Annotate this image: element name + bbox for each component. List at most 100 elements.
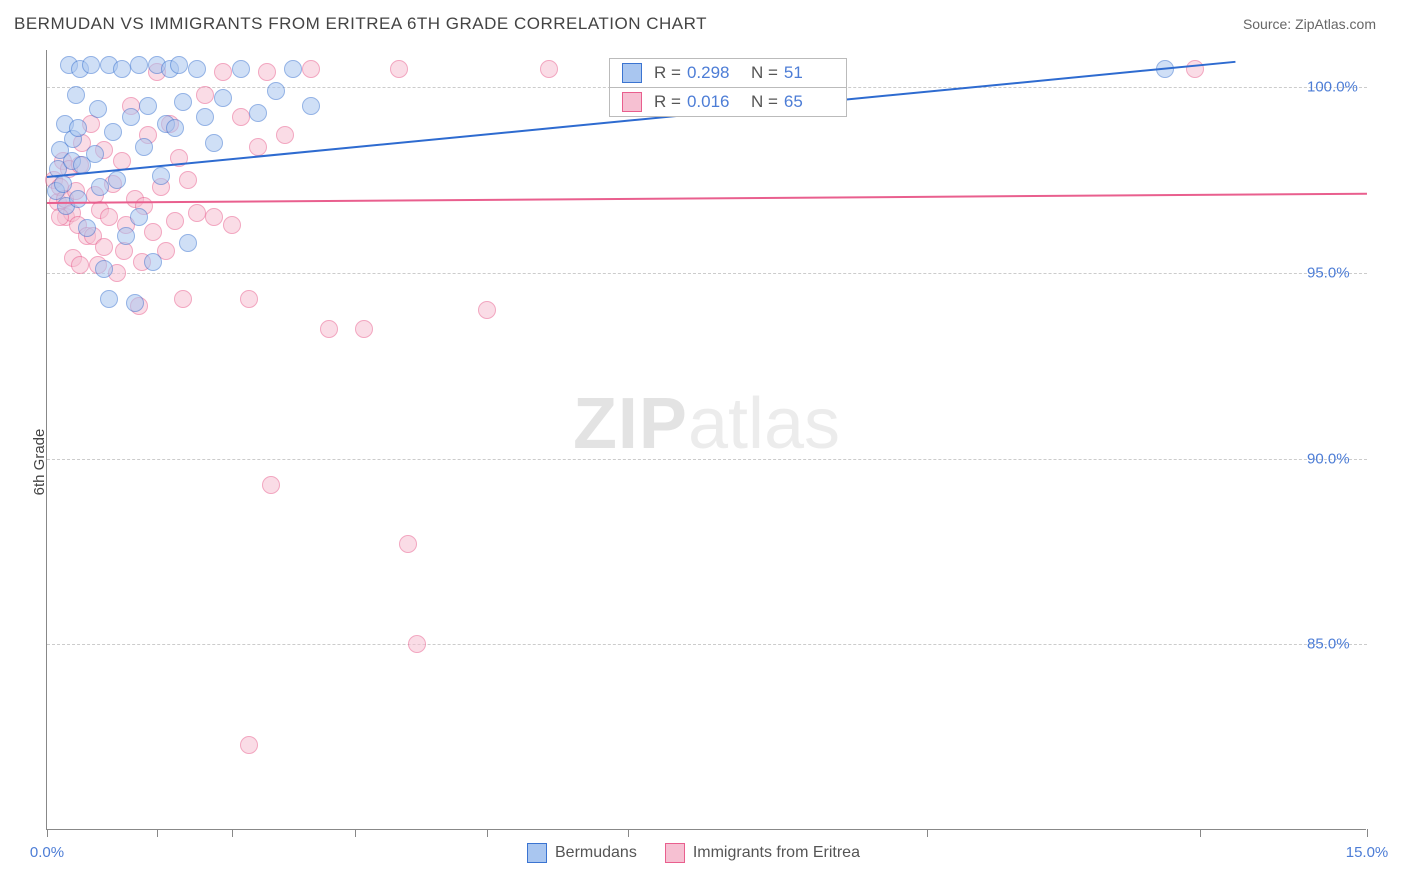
scatter-point [54, 175, 72, 193]
watermark-part1: ZIP [573, 384, 688, 464]
watermark-part2: atlas [688, 384, 840, 464]
scatter-point [188, 60, 206, 78]
legend-n-label: N = [751, 63, 778, 83]
scatter-point [320, 320, 338, 338]
scatter-point [139, 97, 157, 115]
source-attribution: Source: ZipAtlas.com [1243, 16, 1376, 32]
legend-entry: Bermudans [527, 843, 637, 863]
legend-row: R = 0.298 N = 51 [610, 59, 846, 88]
scatter-point [205, 208, 223, 226]
scatter-point [540, 60, 558, 78]
scatter-point [249, 104, 267, 122]
scatter-point [91, 178, 109, 196]
legend-entry: Immigrants from Eritrea [665, 843, 860, 863]
y-tick-label: 100.0% [1307, 79, 1358, 96]
scatter-point [390, 60, 408, 78]
x-tick-label: 0.0% [30, 844, 64, 861]
scatter-point [214, 63, 232, 81]
scatter-point [67, 86, 85, 104]
scatter-point [240, 290, 258, 308]
x-tick [628, 829, 629, 837]
chart-header: BERMUDAN VS IMMIGRANTS FROM ERITREA 6TH … [0, 0, 1406, 42]
legend-n-value: 51 [784, 63, 834, 83]
scatter-point [232, 108, 250, 126]
x-tick [1367, 829, 1368, 837]
legend-swatch [527, 843, 547, 863]
x-tick [157, 829, 158, 837]
scatter-point [117, 227, 135, 245]
scatter-point [130, 208, 148, 226]
scatter-point [284, 60, 302, 78]
scatter-point [104, 123, 122, 141]
source-prefix: Source: [1243, 16, 1295, 32]
x-tick [1200, 829, 1201, 837]
legend-r-value: 0.298 [687, 63, 737, 83]
gridline-h [47, 644, 1367, 645]
scatter-point [71, 256, 89, 274]
scatter-point [240, 736, 258, 754]
scatter-point [179, 234, 197, 252]
plot-area: ZIPatlas 85.0%90.0%95.0%100.0%0.0%15.0%R… [46, 50, 1366, 830]
scatter-point [478, 301, 496, 319]
scatter-point [78, 219, 96, 237]
chart-container: 6th Grade ZIPatlas 85.0%90.0%95.0%100.0%… [0, 42, 1406, 882]
scatter-point [174, 290, 192, 308]
legend-row: R = 0.016 N = 65 [610, 88, 846, 116]
scatter-point [355, 320, 373, 338]
scatter-point [249, 138, 267, 156]
watermark: ZIPatlas [573, 383, 840, 465]
gridline-h [47, 459, 1367, 460]
scatter-point [126, 294, 144, 312]
scatter-point [258, 63, 276, 81]
legend-swatch [622, 92, 642, 112]
scatter-point [179, 171, 197, 189]
legend-swatch [622, 63, 642, 83]
scatter-point [223, 216, 241, 234]
trend-line [47, 193, 1367, 204]
series-legend: Bermudans Immigrants from Eritrea [527, 843, 860, 863]
x-tick [47, 829, 48, 837]
x-tick [232, 829, 233, 837]
source-name: ZipAtlas.com [1295, 16, 1376, 32]
scatter-point [152, 167, 170, 185]
x-tick [927, 829, 928, 837]
scatter-point [108, 171, 126, 189]
scatter-point [95, 238, 113, 256]
scatter-point [100, 208, 118, 226]
scatter-point [188, 204, 206, 222]
scatter-point [302, 97, 320, 115]
legend-series-name: Immigrants from Eritrea [693, 844, 860, 862]
scatter-point [276, 126, 294, 144]
chart-title: BERMUDAN VS IMMIGRANTS FROM ERITREA 6TH … [14, 14, 707, 34]
gridline-h [47, 273, 1367, 274]
scatter-point [170, 56, 188, 74]
scatter-point [196, 86, 214, 104]
scatter-point [1186, 60, 1204, 78]
scatter-point [262, 476, 280, 494]
correlation-legend: R = 0.298 N = 51 R = 0.016 N = 65 [609, 58, 847, 117]
legend-n-value: 65 [784, 92, 834, 112]
legend-r-label: R = [654, 63, 681, 83]
scatter-point [69, 119, 87, 137]
scatter-point [166, 212, 184, 230]
scatter-point [267, 82, 285, 100]
scatter-point [408, 635, 426, 653]
scatter-point [89, 100, 107, 118]
scatter-point [399, 535, 417, 553]
legend-swatch [665, 843, 685, 863]
legend-n-label: N = [751, 92, 778, 112]
legend-r-value: 0.016 [687, 92, 737, 112]
x-tick-label: 15.0% [1346, 844, 1389, 861]
legend-r-label: R = [654, 92, 681, 112]
scatter-point [69, 190, 87, 208]
scatter-point [135, 138, 153, 156]
y-tick-label: 95.0% [1307, 264, 1350, 281]
scatter-point [196, 108, 214, 126]
scatter-point [122, 108, 140, 126]
x-tick [487, 829, 488, 837]
scatter-point [100, 290, 118, 308]
scatter-point [174, 93, 192, 111]
scatter-point [205, 134, 223, 152]
scatter-point [130, 56, 148, 74]
x-tick [355, 829, 356, 837]
